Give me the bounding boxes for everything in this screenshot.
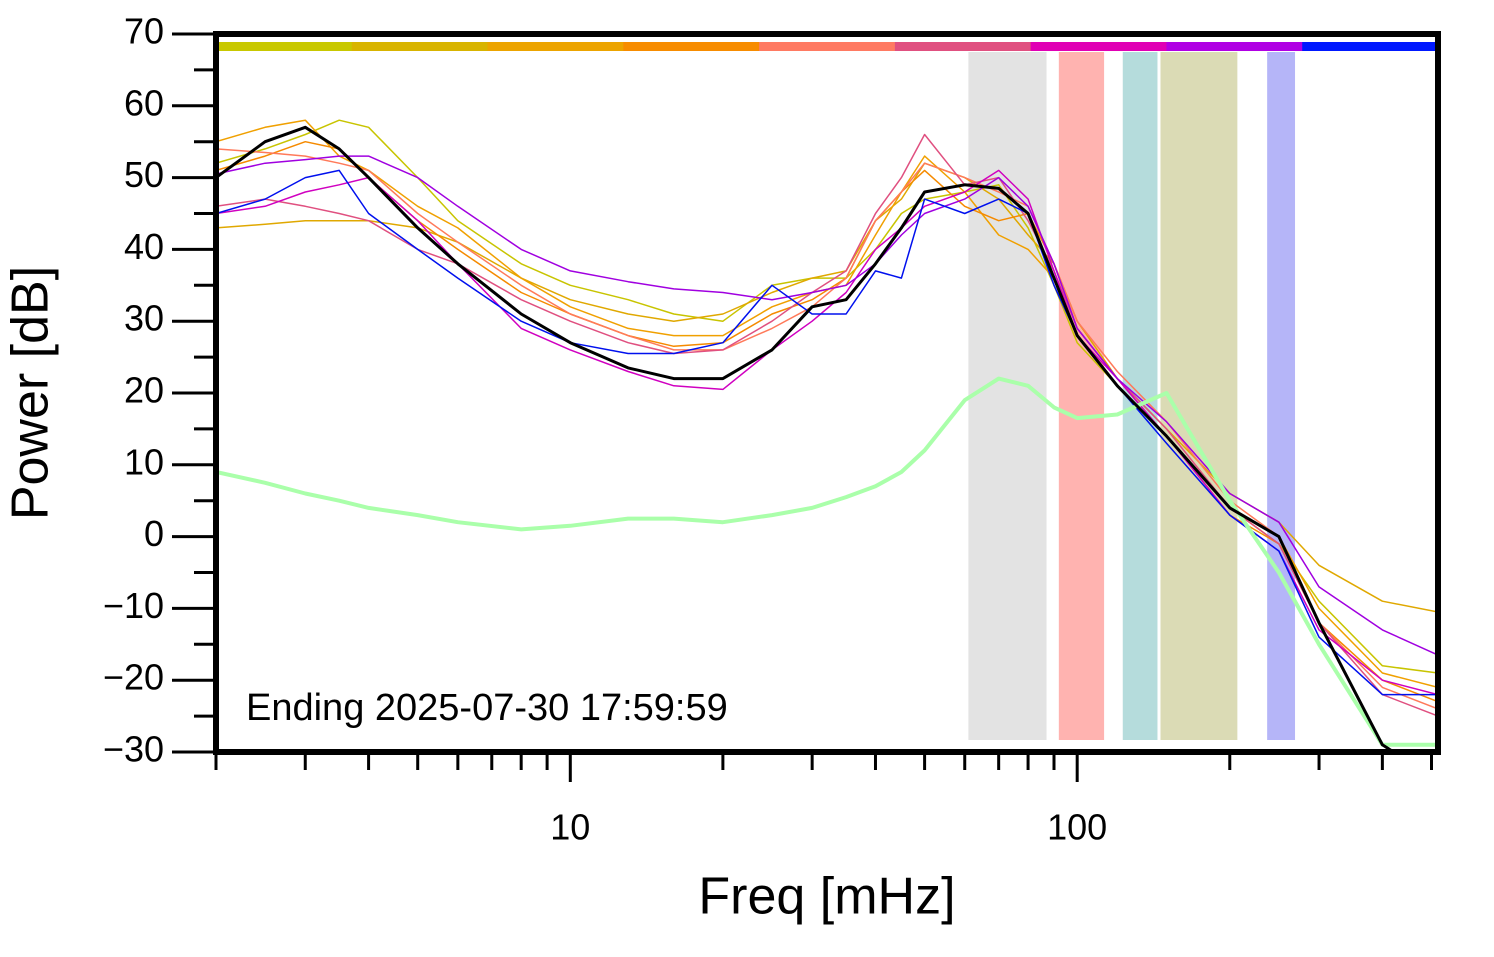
- y-tick-label: 30: [124, 298, 164, 339]
- series-line: [216, 119, 1438, 674]
- x-tick-label: 10: [550, 807, 590, 848]
- y-tick-label: 0: [144, 513, 164, 554]
- series-line: [216, 169, 1438, 696]
- y-axis-label: Power [dB]: [2, 266, 60, 520]
- series-line: [216, 125, 1397, 752]
- x-axis-label: Freq [mHz]: [698, 868, 955, 926]
- y-tick-label: 70: [124, 11, 164, 52]
- series-line: [216, 376, 1438, 747]
- color-bar-segment: [1302, 42, 1439, 51]
- color-bar-segment: [1166, 42, 1303, 51]
- x-tick-label: 100: [1047, 807, 1107, 848]
- band: [1267, 52, 1296, 740]
- bands: [968, 52, 1296, 740]
- annotation: Ending 2025-07-30 17:59:59: [246, 687, 728, 729]
- y-tick-label: 40: [124, 226, 164, 267]
- y-tick-label: −20: [103, 657, 164, 698]
- lines: [216, 119, 1438, 752]
- series-line: [216, 162, 1438, 613]
- color-bar-segment: [216, 42, 353, 51]
- color-bar-segment: [351, 42, 489, 51]
- series-line: [216, 148, 1438, 710]
- y-tick-label: 10: [124, 441, 164, 482]
- y-tick-label: 60: [124, 82, 164, 123]
- band: [1160, 52, 1238, 740]
- color-bar-segment: [487, 42, 624, 51]
- series-line: [216, 133, 1438, 717]
- y-tick-label: 50: [124, 154, 164, 195]
- series-line: [216, 169, 1438, 696]
- band: [1058, 52, 1105, 740]
- series-line: [216, 155, 1438, 656]
- color-bar-segment: [894, 42, 1032, 51]
- plot-frame: [213, 31, 1441, 755]
- axes: −30 −20 −10 0 10 20 30 40 50 60 70 10 100: [103, 11, 1433, 848]
- color-bar-segment: [759, 42, 896, 51]
- y-tick-label: 20: [124, 370, 164, 411]
- color-bar: [216, 42, 1439, 51]
- y-tick-label: −30: [103, 729, 164, 770]
- color-bar-segment: [623, 42, 760, 51]
- band: [968, 52, 1047, 740]
- color-bar-segment: [1030, 42, 1167, 51]
- y-tick-label: −10: [103, 585, 164, 626]
